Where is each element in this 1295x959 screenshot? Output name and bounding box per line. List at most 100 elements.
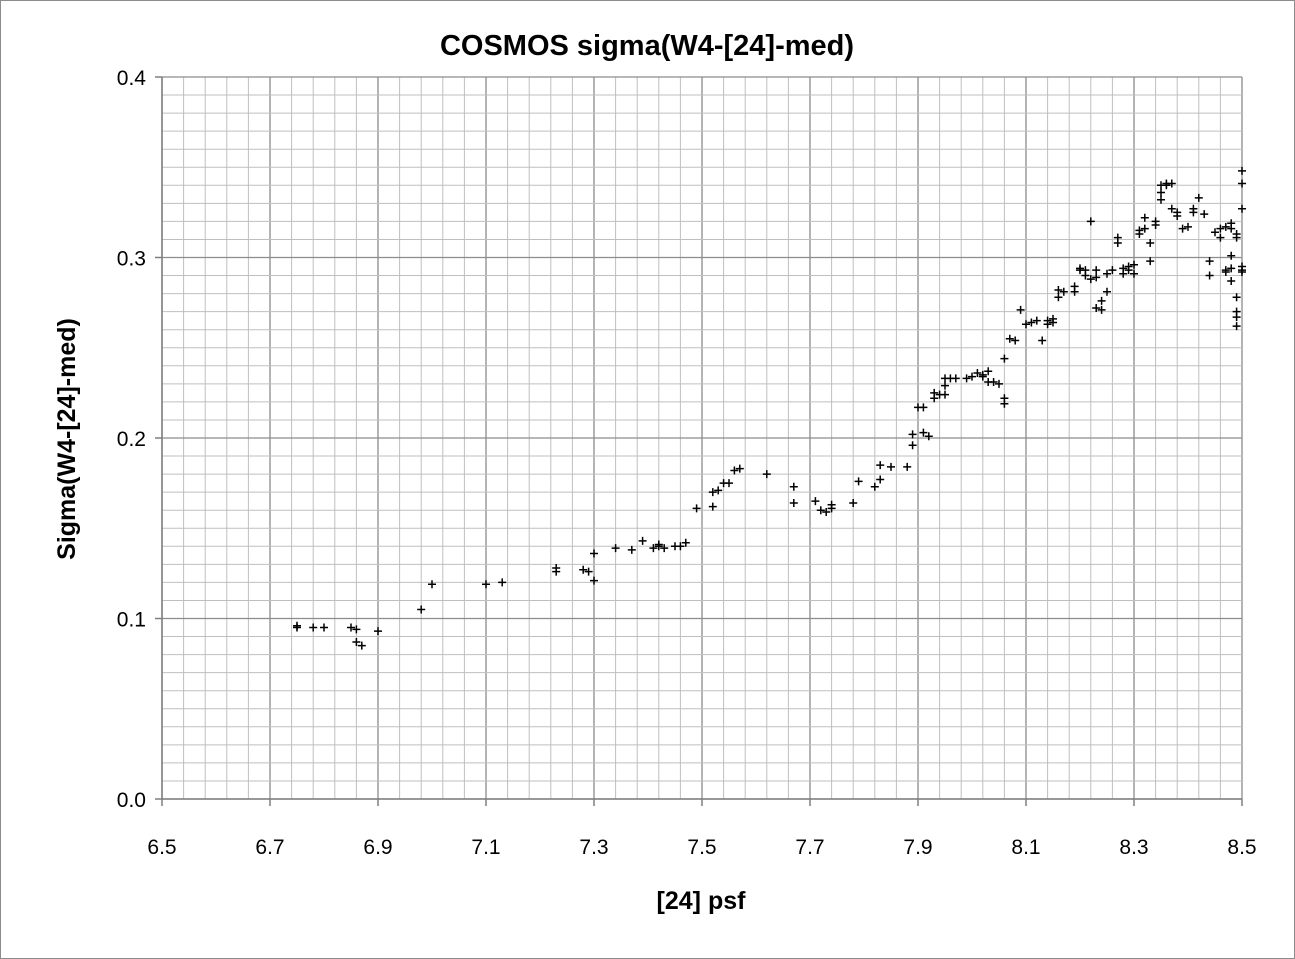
data-point bbox=[941, 381, 949, 390]
data-point bbox=[347, 623, 355, 632]
data-point bbox=[1227, 251, 1236, 260]
data-point bbox=[1232, 322, 1241, 331]
data-point bbox=[1157, 195, 1165, 204]
data-point bbox=[1140, 213, 1149, 222]
data-point bbox=[579, 565, 588, 574]
data-point bbox=[649, 544, 658, 553]
data-point bbox=[1119, 264, 1128, 273]
x-tick-label: 6.7 bbox=[255, 836, 284, 859]
data-point bbox=[762, 470, 771, 479]
data-point bbox=[908, 430, 917, 439]
data-point bbox=[1124, 262, 1133, 271]
data-point bbox=[876, 461, 885, 470]
data-point bbox=[1016, 305, 1025, 314]
data-point bbox=[1146, 257, 1155, 266]
data-point bbox=[654, 540, 663, 549]
data-point bbox=[924, 432, 933, 441]
x-tick-label: 6.5 bbox=[147, 836, 176, 859]
data-point bbox=[1059, 287, 1068, 296]
data-point bbox=[1086, 275, 1095, 284]
data-point bbox=[1151, 221, 1160, 230]
axes bbox=[155, 76, 1243, 806]
data-point bbox=[627, 545, 636, 554]
data-point bbox=[320, 623, 328, 632]
data-point bbox=[887, 462, 895, 471]
data-point bbox=[876, 475, 885, 484]
data-point bbox=[1216, 224, 1225, 233]
data-point bbox=[660, 544, 669, 553]
data-point bbox=[482, 580, 490, 589]
data-point bbox=[730, 466, 739, 475]
data-point bbox=[352, 637, 361, 646]
chart-title: COSMOS sigma(W4-[24]-med) bbox=[440, 30, 854, 62]
data-point bbox=[973, 369, 982, 378]
data-point bbox=[1178, 224, 1187, 233]
data-point bbox=[1097, 296, 1106, 305]
data-point bbox=[1227, 264, 1236, 273]
data-point bbox=[1200, 210, 1209, 219]
data-point bbox=[708, 502, 717, 511]
data-point bbox=[951, 374, 960, 383]
data-point bbox=[1238, 267, 1246, 276]
x-axis-label: [24] psf bbox=[657, 887, 747, 915]
data-point bbox=[1000, 399, 1009, 408]
data-point bbox=[1043, 316, 1052, 325]
data-point bbox=[374, 627, 382, 636]
data-point bbox=[357, 641, 366, 650]
data-point bbox=[903, 462, 912, 471]
y-tick-label: 0.4 bbox=[117, 67, 147, 90]
data-point bbox=[908, 441, 917, 450]
data-point bbox=[827, 500, 836, 509]
data-point bbox=[725, 479, 733, 488]
data-point bbox=[1038, 336, 1047, 345]
data-point bbox=[919, 428, 928, 437]
data-point bbox=[995, 379, 1003, 388]
data-point bbox=[714, 486, 723, 495]
data-point bbox=[1216, 233, 1225, 242]
data-point bbox=[681, 538, 690, 547]
data-point bbox=[1076, 264, 1084, 273]
data-point bbox=[1103, 287, 1111, 296]
data-point bbox=[1146, 239, 1155, 248]
data-point bbox=[1140, 224, 1149, 233]
data-point bbox=[735, 464, 744, 473]
data-point bbox=[1130, 269, 1138, 278]
x-tick-label: 7.5 bbox=[687, 836, 716, 859]
x-tick-label: 6.9 bbox=[363, 836, 392, 859]
data-point bbox=[984, 367, 993, 376]
data-point bbox=[1108, 266, 1117, 275]
data-point bbox=[1005, 334, 1014, 343]
data-point bbox=[1227, 276, 1236, 285]
data-point bbox=[428, 580, 436, 589]
data-point bbox=[1238, 166, 1246, 175]
data-point bbox=[1097, 305, 1106, 314]
data-point bbox=[1135, 230, 1144, 239]
x-tick-label: 8.1 bbox=[1011, 836, 1040, 859]
data-point bbox=[1103, 269, 1111, 278]
data-point bbox=[590, 576, 598, 585]
data-point bbox=[1157, 188, 1165, 197]
data-point bbox=[1011, 336, 1020, 345]
data-point bbox=[816, 506, 825, 515]
data-point bbox=[811, 497, 820, 506]
data-point bbox=[1092, 266, 1101, 275]
data-point bbox=[941, 390, 949, 399]
x-tick-label: 8.5 bbox=[1227, 836, 1256, 859]
data-point bbox=[854, 477, 863, 486]
data-point bbox=[1227, 224, 1236, 233]
data-point bbox=[611, 544, 620, 553]
data-point bbox=[1189, 208, 1198, 217]
data-point bbox=[676, 542, 685, 551]
data-point bbox=[1022, 320, 1030, 329]
data-point bbox=[1070, 287, 1079, 296]
data-point bbox=[1054, 285, 1063, 294]
data-point bbox=[1130, 260, 1138, 269]
x-tick-label: 7.3 bbox=[579, 836, 608, 859]
x-tick-label: 8.3 bbox=[1119, 836, 1148, 859]
data-point bbox=[1232, 293, 1241, 302]
data-point bbox=[293, 623, 301, 632]
x-tick-label: 7.7 bbox=[795, 836, 824, 859]
data-point bbox=[1167, 179, 1176, 188]
data-point bbox=[590, 549, 598, 558]
